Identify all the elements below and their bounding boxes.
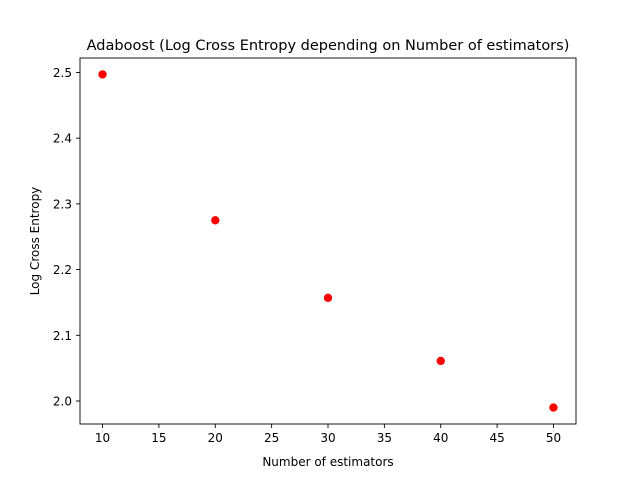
y-tick-label-0: 2.0	[53, 395, 72, 409]
data-point-0-2	[323, 293, 333, 303]
x-tick-label-1: 15	[151, 431, 166, 445]
x-tick-label-3: 25	[264, 431, 279, 445]
x-axis-label: Number of estimators	[262, 455, 393, 469]
y-tick-label-5: 2.5	[53, 66, 72, 80]
plot-frame	[79, 57, 577, 425]
y-axis-ticks: 2.0 2.1 2.2 2.3 2.4 2.5	[53, 66, 80, 409]
y-axis-label: Log Cross Entropy	[28, 187, 42, 296]
x-tick-label-8: 50	[546, 431, 561, 445]
x-tick-label-6: 40	[433, 431, 448, 445]
x-axis-ticks: 10 15 20 25 30 35 40 45 50	[95, 424, 561, 445]
y-tick-label-3: 2.3	[53, 197, 72, 211]
data-points	[98, 70, 558, 412]
x-tick-label-4: 30	[320, 431, 335, 445]
x-tick-label-2: 20	[208, 431, 223, 445]
x-tick-label-5: 35	[377, 431, 392, 445]
data-point-0-4	[549, 403, 558, 412]
y-tick-label-1: 2.1	[53, 329, 72, 343]
y-tick-label-2: 2.2	[53, 263, 72, 277]
x-tick-label-7: 45	[489, 431, 504, 445]
data-point-0-3	[436, 356, 445, 366]
data-point-0-1	[211, 216, 220, 225]
chart-title: Adaboost (Log Cross Entropy depending on…	[87, 38, 570, 54]
x-tick-label-0: 10	[95, 431, 110, 445]
data-point-0-0	[98, 70, 107, 79]
y-tick-label-4: 2.4	[53, 132, 72, 146]
